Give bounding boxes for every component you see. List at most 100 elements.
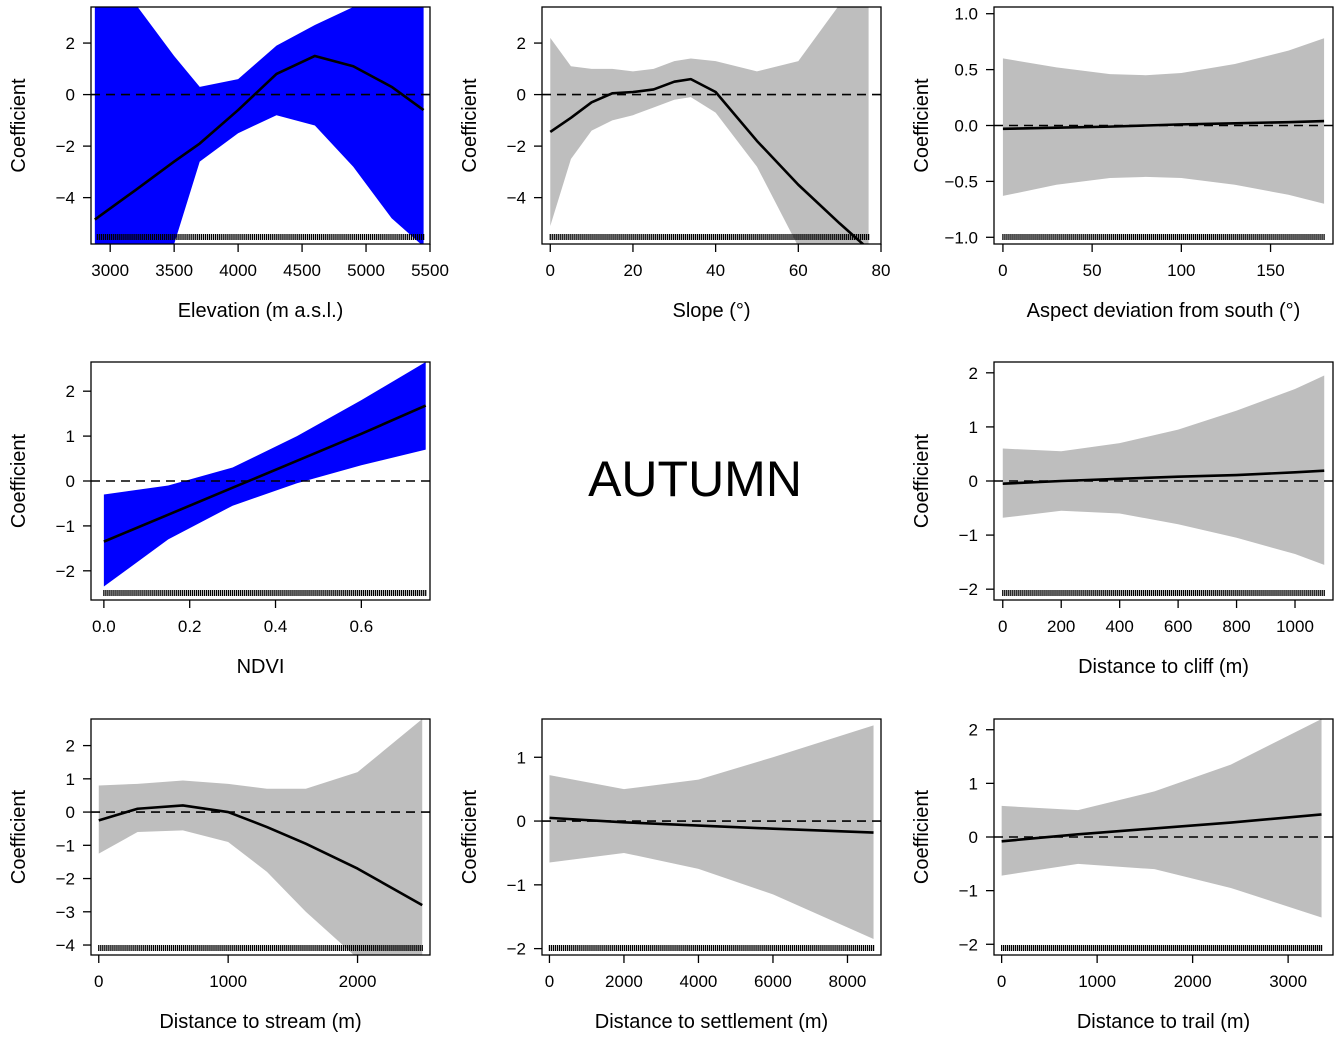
fitted-line xyxy=(549,77,865,244)
y-tick-label: −0.5 xyxy=(944,172,978,191)
y-tick-label: −4 xyxy=(56,936,75,955)
confidence-band xyxy=(1002,38,1325,204)
y-axis-title: Coefficient xyxy=(911,433,933,528)
x-tick-label: 0 xyxy=(94,972,103,991)
fitted-line xyxy=(1002,469,1325,486)
y-tick-label: −1 xyxy=(507,876,526,895)
x-axis-title: Slope (°) xyxy=(672,300,750,322)
x-tick-label: 3500 xyxy=(155,261,193,280)
y-tick-label: 0 xyxy=(66,472,75,491)
x-tick-label: 5000 xyxy=(347,261,385,280)
y-tick-label: 2 xyxy=(66,737,75,756)
x-tick-label: 60 xyxy=(789,261,808,280)
y-tick-label: 2 xyxy=(969,721,978,740)
rug xyxy=(1000,945,1323,951)
fitted-line xyxy=(1001,813,1322,843)
x-tick-label: 6000 xyxy=(754,972,792,991)
y-tick-label: 1 xyxy=(969,774,978,793)
y-tick-label: −4 xyxy=(56,189,75,208)
plot-frame xyxy=(90,718,431,956)
y-tick-label: 2 xyxy=(66,34,75,53)
y-axis-title: Coefficient xyxy=(8,78,30,173)
x-tick-label: 0 xyxy=(998,617,1007,636)
y-tick-label: 1 xyxy=(969,418,978,437)
x-tick-label: 150 xyxy=(1256,261,1284,280)
panel-6: −4 −3 −2 −1 0 1 2 0 1000 2000 Distance to stream (… xyxy=(8,718,431,1033)
x-axis-title: Distance to settlement (m) xyxy=(595,1011,828,1033)
confidence-band xyxy=(549,725,874,940)
x-axis-title: NDVI xyxy=(237,656,285,678)
y-tick-label: −1.0 xyxy=(944,228,978,247)
y-tick-label: −2 xyxy=(56,137,75,156)
panel-3: −1.0 −0.5 0.0 0.5 1.0 0 50 100 150 Aspect deviati… xyxy=(911,5,1334,322)
y-axis-title: Coefficient xyxy=(911,789,933,884)
x-tick-label: 8000 xyxy=(829,972,867,991)
x-tick-label: 0 xyxy=(546,261,555,280)
x-tick-label: 1000 xyxy=(1078,972,1116,991)
fitted-line xyxy=(549,816,874,834)
x-tick-label: 2000 xyxy=(605,972,643,991)
x-tick-label: 0.4 xyxy=(264,617,288,636)
y-tick-label: −2 xyxy=(507,940,526,959)
x-tick-label: 200 xyxy=(1047,617,1075,636)
y-tick-label: −1 xyxy=(959,882,978,901)
confidence-band xyxy=(550,7,869,244)
rug xyxy=(1002,234,1325,240)
confidence-band xyxy=(98,719,423,955)
rug xyxy=(548,945,875,951)
x-tick-label: 40 xyxy=(706,261,725,280)
y-tick-label: −4 xyxy=(507,189,526,208)
x-tick-label: 3000 xyxy=(91,261,129,280)
x-tick-label: 800 xyxy=(1222,617,1250,636)
panel-8: −2 −1 0 1 2 0 1000 2000 3000 Distance to trail (m… xyxy=(911,718,1334,1033)
x-axis-title: Aspect deviation from south (°) xyxy=(1027,300,1301,322)
plot-frame xyxy=(90,6,431,245)
fitted-line xyxy=(103,404,427,543)
y-axis-title: Coefficient xyxy=(459,78,481,173)
y-tick-label: 0 xyxy=(66,803,75,822)
y-axis-title: Coefficient xyxy=(8,789,30,884)
y-tick-label: 0 xyxy=(66,86,75,105)
fitted-line xyxy=(98,804,423,907)
y-tick-label: −1 xyxy=(56,836,75,855)
y-tick-label: −2 xyxy=(56,870,75,889)
x-tick-label: 100 xyxy=(1167,261,1195,280)
y-tick-label: 2 xyxy=(969,364,978,383)
x-tick-label: 4500 xyxy=(283,261,321,280)
panel-5: −2 −1 0 1 2 0 200 400 600 800 1000 Distance to clif… xyxy=(911,361,1334,678)
x-tick-label: 5500 xyxy=(411,261,449,280)
y-tick-label: 1 xyxy=(517,748,526,767)
confidence-band xyxy=(1001,719,1322,918)
rug xyxy=(96,234,425,240)
plot-frame xyxy=(541,718,882,956)
fitted-line xyxy=(94,54,425,221)
rug xyxy=(549,234,870,240)
y-tick-label: 0 xyxy=(517,812,526,831)
confidence-band xyxy=(1002,375,1325,565)
x-axis-title: Elevation (m a.s.l.) xyxy=(178,300,344,322)
y-tick-label: −1 xyxy=(959,526,978,545)
y-axis-title: Coefficient xyxy=(459,789,481,884)
x-axis-title: Distance to cliff (m) xyxy=(1078,656,1249,678)
x-tick-label: 1000 xyxy=(1276,617,1314,636)
y-tick-label: 0.0 xyxy=(954,117,978,136)
x-tick-label: 4000 xyxy=(680,972,718,991)
y-axis-title: Coefficient xyxy=(8,433,30,528)
y-tick-label: 1.0 xyxy=(954,5,978,24)
x-tick-label: 80 xyxy=(872,261,891,280)
x-tick-label: 3000 xyxy=(1269,972,1307,991)
rug xyxy=(103,590,427,596)
x-tick-label: 20 xyxy=(623,261,642,280)
x-tick-label: 2000 xyxy=(1174,972,1212,991)
season-title: AUTUMN xyxy=(588,451,802,507)
y-tick-label: −1 xyxy=(56,517,75,536)
x-tick-label: 4000 xyxy=(219,261,257,280)
x-tick-label: 0.0 xyxy=(92,617,116,636)
y-tick-label: −2 xyxy=(959,935,978,954)
fitted-line xyxy=(1002,119,1325,131)
x-tick-label: 0 xyxy=(997,972,1006,991)
x-tick-label: 400 xyxy=(1105,617,1133,636)
y-axis-title: Coefficient xyxy=(911,78,933,173)
y-tick-label: 1 xyxy=(66,770,75,789)
